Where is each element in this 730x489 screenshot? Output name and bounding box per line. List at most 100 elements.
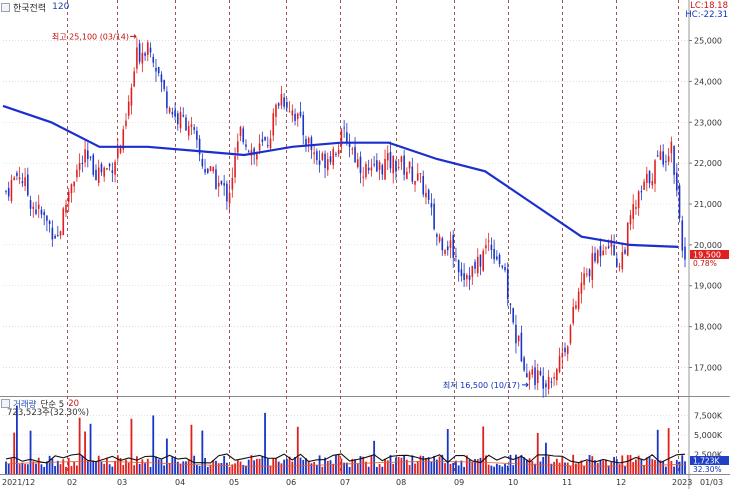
volume-bar (215, 460, 217, 474)
candle-body (384, 158, 386, 180)
panel-menu-icon[interactable] (1, 2, 10, 12)
volume-bar (100, 461, 103, 474)
candle-body (558, 356, 561, 372)
volume-bar (444, 463, 446, 474)
price-tick-label: 25,000 (694, 37, 722, 46)
candle-body (73, 181, 75, 187)
volume-bar (26, 464, 29, 474)
volume-title[interactable]: 거래량 (13, 399, 37, 410)
candle-body (286, 101, 288, 108)
candle-body (501, 265, 504, 268)
volume-bar (62, 459, 65, 474)
volume-bar (24, 464, 26, 474)
volume-bar (133, 465, 136, 474)
candle-body (206, 168, 209, 173)
candle-body (65, 204, 67, 213)
volume-bar (48, 455, 51, 474)
volume-bar (624, 466, 626, 474)
candle-body (523, 357, 525, 371)
volume-bar (250, 455, 253, 474)
volume-bar (504, 463, 506, 474)
volume-bar (485, 455, 487, 474)
candle-body (21, 181, 24, 184)
candle-body (367, 167, 370, 171)
volume-bar (78, 417, 81, 474)
candle-body (40, 209, 43, 215)
volume-bar (253, 460, 256, 474)
volume-bar (168, 462, 171, 474)
candle-body (324, 153, 326, 168)
candle-body (136, 47, 138, 69)
price-tick-label: 22,000 (694, 159, 722, 168)
volume-bar (487, 464, 490, 474)
volume-tick-label: 2,500K (694, 451, 723, 460)
candle-body (209, 166, 212, 172)
candle-body (605, 247, 607, 249)
volume-bar (261, 456, 264, 474)
volume-bar (528, 458, 531, 474)
volume-bar (465, 455, 468, 474)
candle-body (10, 179, 13, 201)
candle-body (288, 111, 291, 113)
x-tick-label: 05 (229, 478, 239, 487)
volume-bar (225, 462, 228, 474)
volume-bar (307, 460, 310, 474)
volume-bar (204, 458, 206, 474)
volume-bar (155, 456, 157, 474)
volume-panel-icon[interactable] (1, 399, 10, 408)
volume-bar (223, 455, 226, 474)
candle-body (607, 246, 610, 248)
volume-bar (209, 464, 212, 474)
volume-bar (130, 418, 133, 474)
candle-body (166, 91, 168, 109)
candle-body (332, 148, 335, 166)
candle-body (223, 183, 225, 186)
volume-bar (81, 455, 84, 474)
volume-bar (43, 466, 46, 474)
volume-bar (97, 455, 100, 474)
volume-header: 거래량 단순 5 20 (0, 398, 79, 410)
candle-body (37, 204, 40, 209)
candle-body (146, 42, 149, 56)
volume-bar (615, 459, 618, 474)
candle-body (498, 254, 501, 265)
volume-bar (231, 464, 234, 474)
volume-bar (105, 457, 108, 474)
candle-body (16, 172, 18, 176)
volume-bar (531, 460, 534, 474)
candle-body (187, 126, 190, 136)
volume-bar (558, 462, 561, 474)
price-tick-label: 17,000 (694, 363, 722, 372)
volume-bar (493, 466, 496, 474)
candle-body (599, 245, 602, 257)
candle-body (400, 156, 403, 163)
candle-body (141, 52, 144, 64)
volume-bar (656, 429, 659, 474)
candle-body (155, 67, 157, 72)
candle-body (163, 79, 165, 89)
volume-bar (29, 430, 32, 474)
volume-bar (534, 463, 536, 474)
candle-body (280, 94, 283, 106)
volume-bar (367, 466, 370, 474)
volume-bar (476, 459, 479, 474)
volume-bar (135, 456, 138, 474)
volume-bar (32, 461, 35, 474)
period-label[interactable]: 120 (52, 2, 70, 12)
candle-body (144, 53, 146, 56)
candle-body (637, 191, 640, 209)
candle-body (482, 250, 485, 271)
candle-body (133, 71, 135, 87)
volume-bar (564, 462, 566, 474)
volume-bar (285, 458, 288, 474)
candle-body (215, 169, 217, 189)
volume-bar (351, 458, 354, 474)
volume-bar (190, 424, 193, 474)
volume-box-value: 1,723K (693, 457, 720, 466)
candle-body (365, 163, 367, 178)
stock-name[interactable]: 한국전력 (13, 3, 47, 14)
low-arrow-icon (522, 382, 529, 388)
volume-bar (228, 466, 231, 474)
low-annotation: 최저 16,500 (10/17) (443, 380, 520, 390)
candle-body (487, 240, 490, 242)
